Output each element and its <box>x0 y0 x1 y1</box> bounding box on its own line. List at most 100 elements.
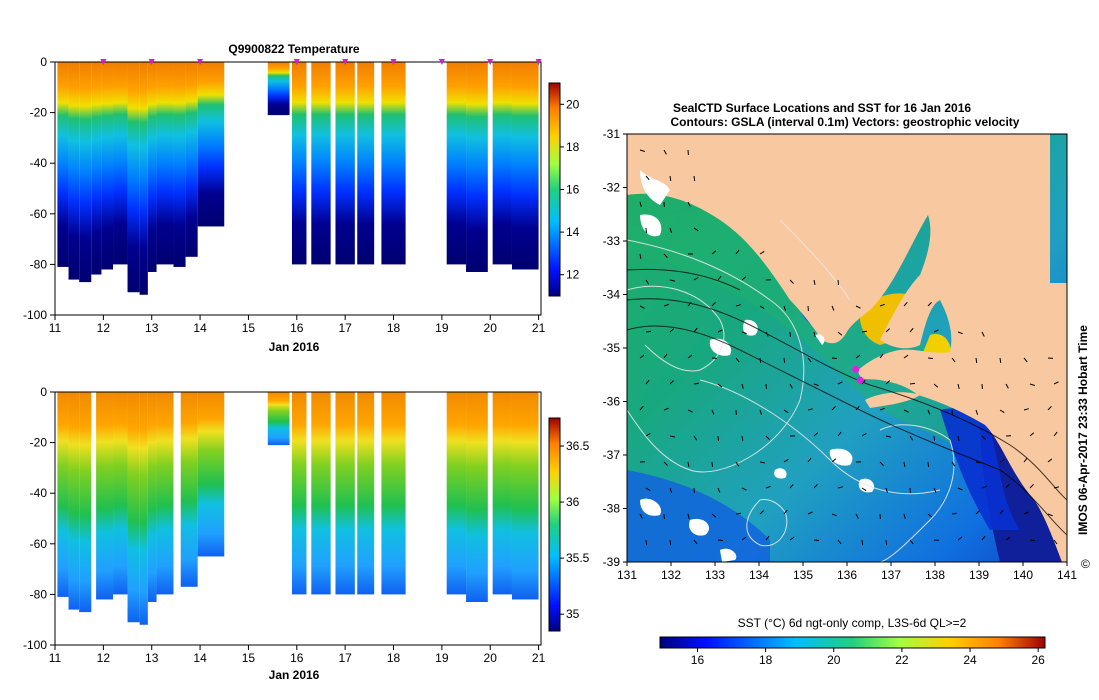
sst-map: SealCTD Surface Locations and SST for 16… <box>603 101 1090 667</box>
velocity-vector <box>879 303 885 307</box>
velocity-vector <box>735 461 740 467</box>
lat-tick-label: -36 <box>603 395 621 409</box>
x-tick-label: 17 <box>338 321 352 335</box>
velocity-vector <box>951 357 956 363</box>
velocity-vector <box>813 539 820 541</box>
y-tick-label: -40 <box>30 486 48 500</box>
lon-tick-label: 131 <box>617 568 637 582</box>
temperature-section: Q9900822 Temperature 11 12 13 14 15 16 17 18 19 2… <box>23 42 580 354</box>
velocity-vector <box>717 539 724 541</box>
profile-bar <box>291 392 307 595</box>
temperature-x-ticks: 11 12 13 14 15 16 17 18 19 20 21 <box>49 315 546 335</box>
profile-bar <box>173 62 186 267</box>
profile-bar <box>335 62 355 265</box>
velocity-vector <box>837 486 844 489</box>
lon-tick-label: 139 <box>969 568 989 582</box>
velocity-vector <box>909 539 914 545</box>
y-tick-label: -100 <box>23 638 47 652</box>
profile-bar <box>446 62 467 265</box>
gsla-contours <box>627 219 955 562</box>
velocity-vector <box>1029 383 1035 386</box>
sst-colorbar-tick-label: 16 <box>691 653 705 667</box>
salinity-axes-frame <box>54 391 542 646</box>
x-tick-label: 15 <box>242 321 256 335</box>
profile-bar <box>446 392 467 595</box>
salinity-x-ticks: 11 12 13 14 15 16 17 18 19 20 21 <box>49 645 546 665</box>
copyright-symbol: © <box>1081 557 1090 571</box>
velocity-vector <box>885 328 890 333</box>
velocity-vector <box>639 354 645 359</box>
lat-tick-label: -38 <box>603 502 621 516</box>
profile-bar <box>466 62 488 272</box>
profile-bar <box>147 392 157 602</box>
y-tick-label: 0 <box>40 385 47 399</box>
colorbar-tick-label: 35 <box>566 607 580 621</box>
velocity-vector <box>645 175 650 181</box>
velocity-vector <box>999 509 1004 515</box>
profile-bar <box>79 62 92 283</box>
lon-tick-label: 132 <box>661 568 681 582</box>
velocity-vector <box>1053 381 1059 385</box>
salinity-data-area <box>57 392 539 625</box>
x-tick-label: 12 <box>97 321 111 335</box>
velocity-vector <box>927 357 934 359</box>
velocity-vector <box>837 381 843 385</box>
profile-marker <box>390 59 397 65</box>
profile-bar <box>511 392 539 600</box>
x-tick-label: 18 <box>387 321 401 335</box>
velocity-vector <box>1023 357 1028 363</box>
velocity-vector <box>693 327 698 333</box>
velocity-vector <box>855 305 861 309</box>
lon-tick-label: 134 <box>749 568 769 582</box>
velocity-vector <box>735 357 740 363</box>
temperature-x-axis-label: Jan 2016 <box>269 340 320 354</box>
x-tick-label: 15 <box>242 651 256 665</box>
colorbar-tick-label: 16 <box>566 183 580 197</box>
velocity-vector <box>759 409 762 415</box>
sst-colorbar-tick-label: 24 <box>963 653 977 667</box>
velocity-vector <box>711 409 715 415</box>
velocity-vector <box>669 328 675 333</box>
profile-marker <box>197 59 204 65</box>
profile-bar <box>127 62 140 293</box>
velocity-vector <box>741 276 747 281</box>
profile-bar <box>147 62 157 272</box>
velocity-vector <box>789 383 793 389</box>
velocity-vector <box>639 253 642 259</box>
velocity-vector <box>885 539 888 545</box>
velocity-vector <box>885 487 888 493</box>
lon-tick-label: 138 <box>925 568 945 582</box>
lon-tick-label: 137 <box>881 568 901 582</box>
profile-bar <box>91 62 102 275</box>
y-tick-label: -80 <box>30 257 48 271</box>
x-tick-label: 21 <box>532 651 546 665</box>
profile-bar <box>291 62 307 265</box>
x-tick-label: 17 <box>338 651 352 665</box>
velocity-vector <box>831 305 835 311</box>
velocity-vector <box>903 513 906 519</box>
velocity-vector <box>981 535 986 541</box>
velocity-vector <box>1053 486 1060 489</box>
profile-marker <box>100 59 107 65</box>
velocity-vector <box>717 275 722 281</box>
velocity-vector <box>741 331 747 335</box>
velocity-vector <box>711 250 717 255</box>
sst-colorbar-tick-label: 18 <box>759 653 773 667</box>
velocity-vector <box>639 513 643 519</box>
colorbar-tick-label: 18 <box>566 140 580 154</box>
lon-tick-label: 140 <box>1013 568 1033 582</box>
temperature-section-title: Q9900822 Temperature <box>228 42 360 56</box>
velocity-vector <box>759 357 762 363</box>
profile-bar <box>156 62 174 265</box>
velocity-vector <box>645 330 652 333</box>
colorbar-tick-label: 36 <box>566 495 580 509</box>
velocity-vector <box>765 535 770 541</box>
profile-bar <box>57 62 69 267</box>
velocity-vector <box>735 512 742 515</box>
velocity-vector <box>861 539 864 546</box>
colorbar-tick-label: 36.5 <box>566 439 590 453</box>
velocity-vector <box>783 509 788 515</box>
velocity-vector <box>783 409 789 414</box>
velocity-vector <box>1047 513 1053 517</box>
profile-bar <box>79 392 92 613</box>
